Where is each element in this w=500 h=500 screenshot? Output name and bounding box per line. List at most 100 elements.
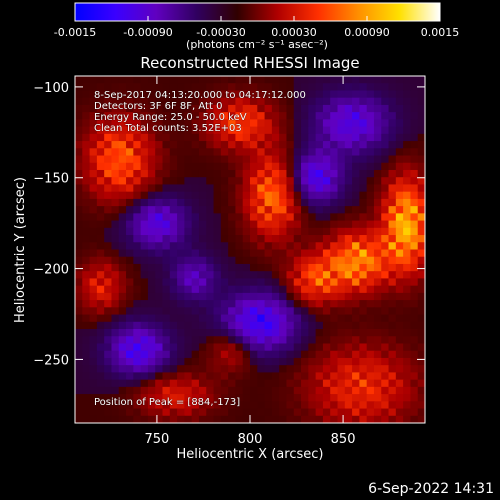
- heatmap-cell: [228, 379, 237, 388]
- heatmap-cell: [169, 386, 178, 395]
- heatmap-cell: [301, 220, 309, 229]
- heatmap-cell: [286, 90, 295, 99]
- heatmap-cell: [140, 198, 149, 207]
- heatmap-cell: [308, 285, 317, 294]
- heatmap-cell: [322, 126, 331, 135]
- heatmap-cell: [403, 235, 412, 243]
- heatmap-cell: [381, 141, 390, 149]
- heatmap-cell: [417, 386, 425, 395]
- heatmap-cell: [417, 148, 425, 157]
- heatmap-cell: [322, 235, 331, 243]
- heatmap-cell: [140, 119, 149, 128]
- heatmap-cell: [352, 350, 360, 359]
- heatmap-cell: [75, 141, 83, 149]
- heatmap-cell: [308, 263, 317, 272]
- heatmap-cell: [366, 336, 375, 345]
- heatmap-cell: [184, 169, 193, 178]
- heatmap-cell: [228, 220, 237, 229]
- heatmap-cell: [89, 220, 98, 229]
- heatmap-cell: [213, 133, 222, 142]
- heatmap-cell: [155, 184, 164, 193]
- heatmap-cell: [279, 415, 288, 423]
- heatmap-cell: [133, 83, 142, 92]
- heatmap-cell: [403, 198, 412, 207]
- heatmap-cell: [104, 263, 113, 272]
- heatmap-cell: [126, 329, 134, 337]
- heatmap-cell: [147, 133, 156, 142]
- heatmap-cell: [213, 300, 222, 308]
- heatmap-cell: [293, 133, 302, 142]
- heatmap-cell: [315, 184, 324, 193]
- heatmap-cell: [286, 83, 295, 92]
- heatmap-cell: [220, 191, 229, 200]
- heatmap-cell: [184, 155, 193, 164]
- heatmap-cell: [228, 408, 237, 417]
- heatmap-cell: [206, 112, 215, 120]
- heatmap-cell: [75, 401, 83, 410]
- heatmap-cell: [206, 263, 215, 272]
- colorbar-tick-label: 0.00090: [344, 26, 390, 39]
- heatmap-cell: [75, 285, 83, 294]
- heatmap-cell: [293, 177, 302, 186]
- heatmap-cell: [191, 162, 200, 171]
- heatmap-cell: [250, 394, 258, 402]
- heatmap-cell: [271, 401, 280, 410]
- heatmap-cell: [257, 227, 266, 236]
- heatmap-cell: [133, 249, 142, 258]
- heatmap-cell: [140, 249, 149, 258]
- heatmap-cell: [395, 336, 404, 345]
- heatmap-cell: [162, 90, 171, 99]
- heatmap-cell: [337, 213, 346, 222]
- heatmap-cell: [75, 263, 83, 272]
- heatmap-cell: [293, 278, 302, 287]
- heatmap-cell: [235, 415, 244, 423]
- heatmap-cell: [89, 177, 98, 186]
- heatmap-cell: [315, 401, 324, 410]
- heatmap-cell: [410, 365, 419, 373]
- heatmap-cell: [206, 300, 215, 308]
- heatmap-cell: [344, 278, 353, 287]
- heatmap-cell: [388, 206, 397, 214]
- heatmap-cell: [366, 263, 375, 272]
- heatmap-cell: [279, 256, 288, 265]
- heatmap-cell: [235, 162, 244, 171]
- heatmap-cell: [257, 119, 266, 128]
- heatmap-cell: [140, 336, 149, 345]
- heatmap-cell: [126, 278, 134, 287]
- heatmap-cell: [395, 314, 404, 323]
- heatmap-cell: [96, 76, 105, 84]
- heatmap-cell: [82, 401, 91, 410]
- heatmap-cell: [286, 321, 295, 330]
- heatmap-cell: [191, 263, 200, 272]
- heatmap-cell: [184, 184, 193, 193]
- heatmap-cell: [242, 184, 251, 193]
- heatmap-cell: [417, 343, 425, 352]
- heatmap-cell: [264, 343, 273, 352]
- heatmap-cell: [155, 198, 164, 207]
- heatmap-cell: [242, 271, 251, 280]
- heatmap-cell: [417, 379, 425, 388]
- heatmap-cell: [191, 292, 200, 301]
- heatmap-cell: [213, 184, 222, 193]
- heatmap-cell: [381, 329, 390, 337]
- heatmap-cell: [133, 292, 142, 301]
- heatmap-cell: [89, 321, 98, 330]
- heatmap-cell: [359, 285, 368, 294]
- heatmap-cell: [155, 321, 164, 330]
- heatmap-cell: [388, 83, 397, 92]
- heatmap-cell: [410, 307, 419, 316]
- heatmap-cell: [395, 249, 404, 258]
- heatmap-cell: [104, 249, 113, 258]
- heatmap-cell: [213, 206, 222, 214]
- heatmap-cell: [184, 336, 193, 345]
- heatmap-cell: [133, 155, 142, 164]
- heatmap-cell: [366, 133, 375, 142]
- heatmap-cell: [198, 90, 207, 99]
- heatmap-cell: [206, 90, 215, 99]
- heatmap-cell: [337, 401, 346, 410]
- heatmap-cell: [250, 242, 258, 251]
- heatmap-cell: [206, 386, 215, 395]
- heatmap-cell: [177, 336, 185, 345]
- heatmap-cell: [352, 235, 360, 243]
- heatmap-cell: [293, 235, 302, 243]
